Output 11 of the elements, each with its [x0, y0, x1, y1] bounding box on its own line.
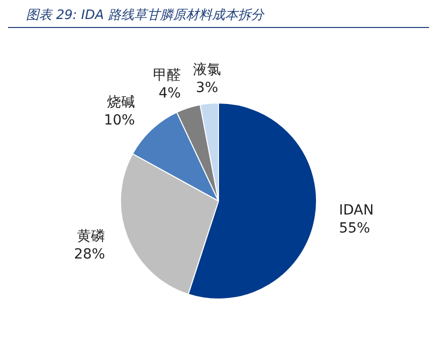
- data-label: 55%: [339, 220, 370, 237]
- slice-label: IDAN: [339, 202, 374, 219]
- data-label: 10%: [104, 112, 135, 129]
- data-label: 4%: [158, 86, 181, 102]
- data-label: 3%: [196, 80, 218, 96]
- slice-label: 液氯: [193, 62, 222, 78]
- data-label: 28%: [74, 246, 106, 263]
- slice-label: 甲醛: [152, 68, 181, 84]
- chart-title: 图表 29: IDA 路线草甘膦原材料成本拆分: [8, 0, 429, 28]
- slice-label: 黄磷: [77, 228, 106, 245]
- slice-label: 烧碱: [106, 94, 135, 111]
